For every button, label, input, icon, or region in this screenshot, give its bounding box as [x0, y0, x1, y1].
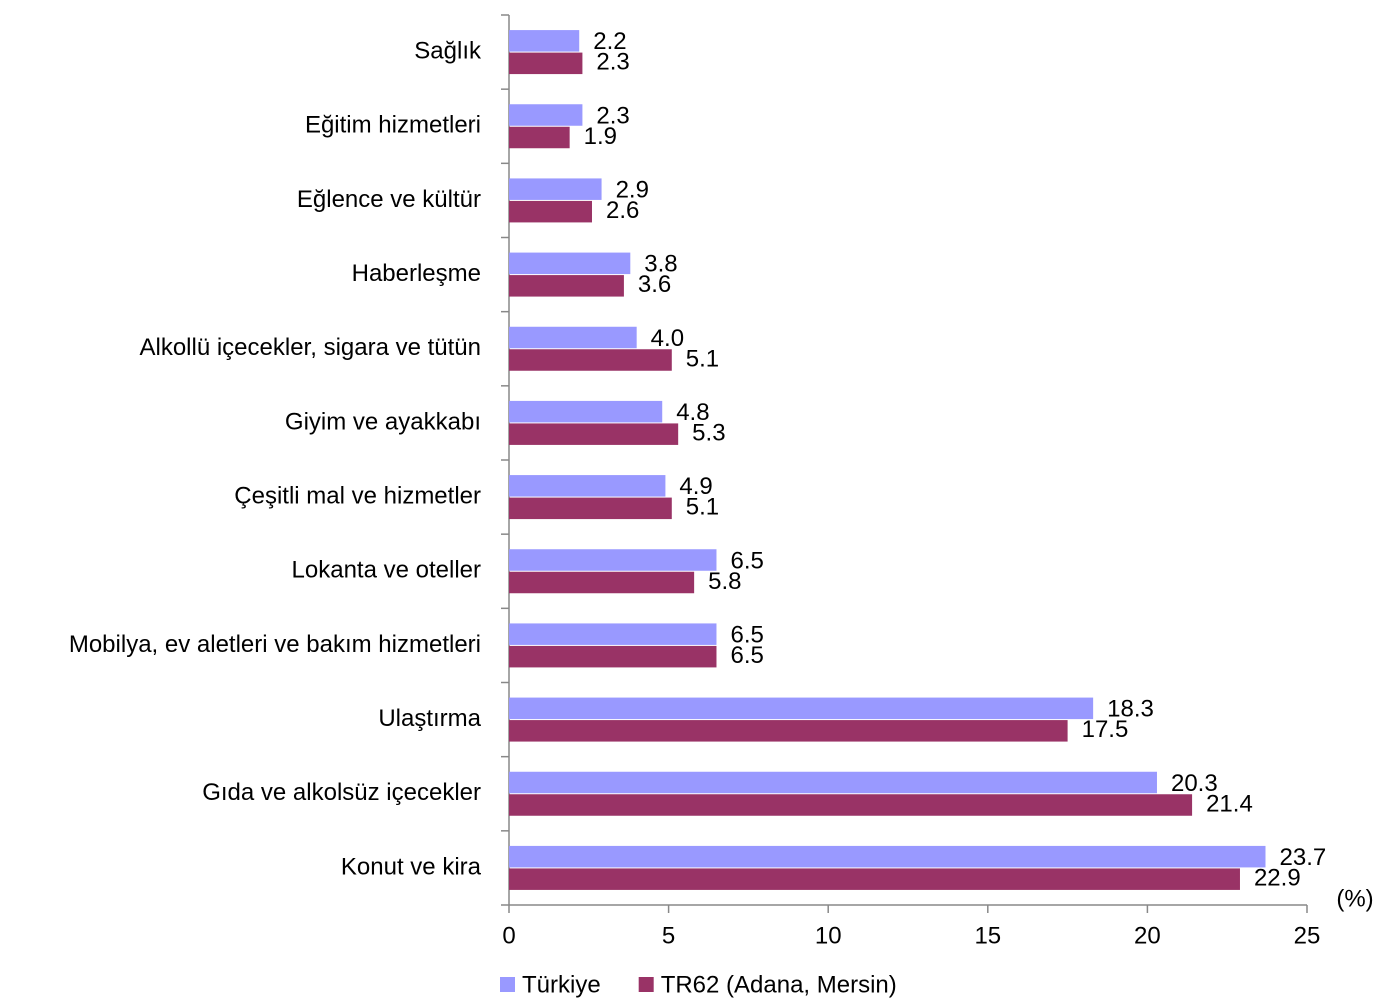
value-label: 2.3 [596, 49, 629, 76]
bar [509, 571, 695, 594]
value-label: 5.1 [686, 345, 719, 372]
x-tick-label: 20 [1134, 922, 1161, 949]
value-label: 18.3 [1107, 696, 1154, 723]
value-label: 2.6 [606, 197, 639, 224]
value-label: 2.2 [593, 28, 626, 55]
y-tick-label: Sağlık [414, 37, 482, 64]
x-tick-label: 15 [974, 922, 1001, 949]
value-label: 4.0 [651, 325, 684, 352]
x-tick-label: 10 [815, 922, 842, 949]
y-tick-label: Alkollü içecekler, sigara ve tütün [139, 334, 481, 361]
y-tick-label: Lokanta ve oteller [292, 557, 481, 584]
x-tick-label: 25 [1294, 922, 1321, 949]
bar [509, 497, 672, 520]
bar [509, 200, 592, 223]
bar [509, 771, 1157, 794]
y-tick-label: Konut ve kira [341, 853, 482, 880]
value-label: 3.6 [638, 271, 671, 298]
value-label: 17.5 [1082, 716, 1129, 743]
bar [509, 275, 624, 297]
bar [509, 794, 1193, 816]
y-tick-label: Çeşitli mal ve hizmetler [234, 482, 481, 509]
bar [509, 178, 602, 200]
value-label: 2.9 [616, 177, 649, 204]
bar [509, 104, 583, 126]
y-tick-label: Giyim ve ayakkabı [285, 408, 481, 435]
x-axis-label: (%) [1336, 885, 1373, 912]
y-tick-label: Gıda ve alkolsüz içecekler [202, 779, 481, 806]
value-label: 20.3 [1171, 770, 1218, 797]
bar [509, 475, 666, 497]
bar [509, 697, 1094, 720]
value-label: 1.9 [584, 123, 617, 150]
legend-swatch [500, 977, 515, 992]
bar [509, 52, 583, 75]
bar [509, 623, 717, 645]
y-tick-label: Eğitim hizmetleri [305, 112, 481, 139]
bar [509, 349, 672, 371]
value-label: 2.3 [596, 102, 629, 129]
x-tick-label: 0 [502, 922, 515, 949]
value-label: 6.5 [730, 547, 763, 574]
bar [509, 845, 1266, 868]
bar [509, 423, 679, 445]
value-label: 23.7 [1280, 844, 1327, 871]
value-label: 6.5 [730, 642, 763, 669]
bar [509, 400, 663, 423]
value-label: 5.3 [692, 420, 725, 447]
bar [509, 720, 1068, 742]
legend-label: TR62 (Adana, Mersin) [661, 971, 897, 998]
value-label: 21.4 [1206, 790, 1253, 817]
legend-label: Türkiye [522, 971, 601, 998]
value-label: 4.9 [679, 473, 712, 500]
bar [509, 252, 631, 275]
y-tick-label: Mobilya, ev aletleri ve bakım hizmetleri [69, 631, 481, 658]
value-label: 22.9 [1254, 865, 1301, 892]
value-label: 5.8 [708, 568, 741, 595]
x-tick-label: 5 [662, 922, 675, 949]
y-tick-label: Haberleşme [352, 260, 481, 287]
value-label: 5.1 [686, 494, 719, 521]
legend-swatch [638, 977, 654, 992]
y-tick-label: Eğlence ve kültür [297, 186, 481, 213]
bar [509, 868, 1240, 890]
bar [509, 126, 570, 149]
bar [509, 549, 717, 571]
value-label: 3.8 [644, 251, 677, 278]
bar [509, 326, 637, 349]
bar [509, 30, 580, 52]
value-label: 6.5 [730, 622, 763, 649]
value-label: 4.8 [676, 399, 709, 426]
bar [509, 645, 717, 668]
y-tick-label: Ulaştırma [378, 705, 481, 732]
